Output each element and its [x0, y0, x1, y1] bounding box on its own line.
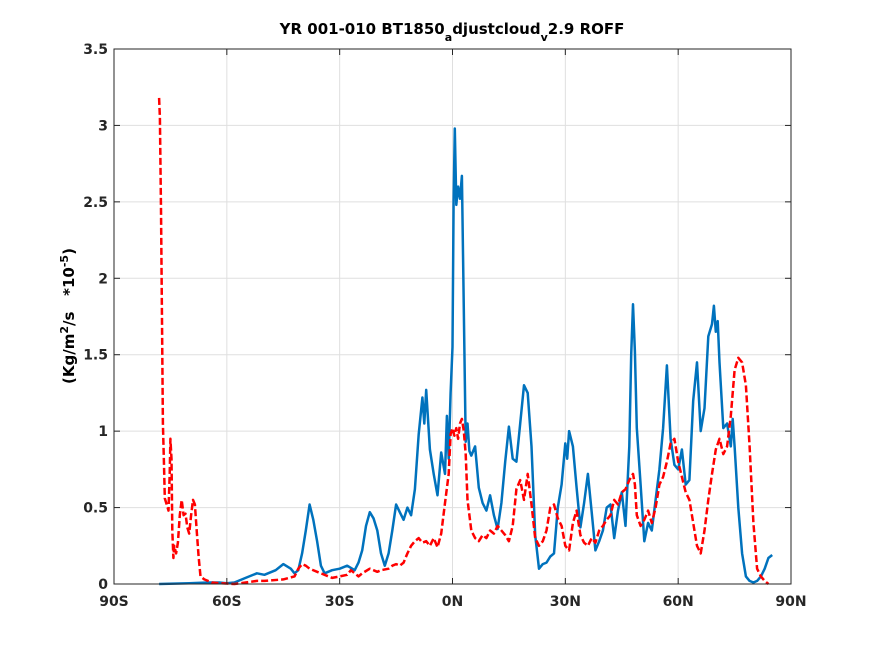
- x-tick-label: 30S: [325, 594, 355, 610]
- y-tick-label: 1: [98, 424, 108, 440]
- x-tick-label: 90S: [99, 594, 129, 610]
- y-tick-label: 3: [98, 118, 108, 134]
- y-axis-label: (Kg/m2/s *10-5): [58, 248, 78, 384]
- series-line-1: [157, 97, 770, 586]
- x-tick-label: 60S: [212, 594, 242, 610]
- y-tick-label: 1.5: [83, 348, 108, 364]
- series-layer: [157, 97, 773, 586]
- y-tick-label: 3.5: [83, 42, 108, 58]
- series-line-0: [159, 127, 773, 586]
- x-tick-label: 0N: [442, 594, 463, 610]
- x-tick-labels: 90S 60S 30S 0N 30N 60N 90N: [99, 594, 806, 610]
- x-tick-label: 60N: [663, 594, 694, 610]
- y-tick-label: 2.5: [83, 195, 108, 211]
- chart-title: YR 001-010 BT1850adjustcloudv2.9 ROFF: [279, 20, 625, 44]
- y-tick-labels: 0 0.5 1 1.5 2 2.5 3 3.5: [83, 42, 108, 593]
- y-tick-label: 0: [98, 577, 108, 593]
- y-tick-label: 0.5: [83, 501, 108, 517]
- x-tick-label: 30N: [550, 594, 581, 610]
- x-tick-label: 90N: [775, 594, 806, 610]
- ticks: [113, 48, 792, 585]
- y-tick-label: 2: [98, 271, 108, 287]
